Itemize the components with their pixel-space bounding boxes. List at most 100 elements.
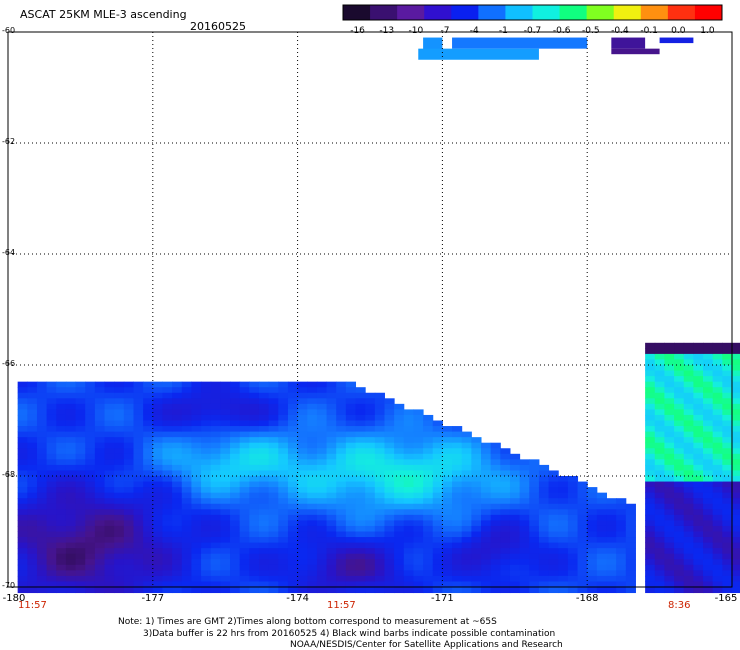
heatmap-cell [133,509,144,516]
heatmap-cell [490,442,501,449]
heatmap-cell [307,581,318,588]
heatmap-cell [519,542,530,549]
heatmap-cell [249,387,260,394]
heatmap-cell [548,559,559,566]
heatmap-cell [461,531,472,538]
heatmap-cell [114,503,125,510]
heatmap-cell [654,575,665,582]
heatmap-cell [230,381,241,388]
heatmap-cell [374,426,385,433]
heatmap-cell [46,587,57,594]
heatmap-cell [191,587,202,594]
heatmap-cell [94,476,106,483]
heatmap-cell [133,531,144,538]
heatmap-cell [625,564,636,571]
heatmap-cell [152,387,163,394]
heatmap-cell [162,431,173,438]
heatmap-cell [316,476,328,483]
heatmap-cell [616,537,627,544]
heatmap-cell [316,387,328,394]
heatmap-cell [712,581,723,588]
heatmap-cell [374,525,385,532]
heatmap-cell [210,442,221,449]
heatmap-cell [732,398,740,405]
heatmap-cell [94,387,106,394]
heatmap-cell [355,581,366,588]
heatmap-cell [65,498,77,505]
heatmap-cell [394,575,405,582]
heatmap-cell [490,575,501,582]
heatmap-cell [258,426,270,433]
heatmap-cell [210,492,221,499]
heatmap-cell [56,525,67,532]
heatmap-cell [181,487,192,494]
heatmap-cell [46,537,57,544]
heatmap-cell [220,553,231,560]
heatmap-cell [172,431,183,438]
heatmap-cell [490,487,501,494]
heatmap-cell [625,559,636,566]
heatmap-cell [722,575,733,582]
heatmap-cell [365,492,376,499]
heatmap-cell [162,548,173,555]
heatmap-cell [722,476,733,483]
heatmap-cell [490,564,501,571]
heatmap-cell [220,448,231,455]
heatmap-cell [181,559,192,566]
heatmap-cell [452,431,463,438]
heatmap-cell [481,476,492,483]
heatmap-cell [403,453,414,460]
heatmap-cell [481,542,492,549]
heatmap-cell [345,442,357,449]
heatmap-cell [345,542,357,549]
heatmap-cell [249,548,260,555]
heatmap-cell [403,409,414,416]
heatmap-cell [287,448,299,455]
heatmap-cell [365,509,376,516]
heatmap-cell [239,381,250,388]
heatmap-cell [703,392,714,399]
heatmap-cell [374,498,385,505]
heatmap-cell [268,509,279,516]
heatmap-cell [316,542,328,549]
heatmap-cell [538,514,550,521]
heatmap-cell [432,464,443,471]
heatmap-cell [297,431,308,438]
heatmap-cell [258,414,270,421]
heatmap-cell [703,409,714,416]
heatmap-cell [674,414,685,421]
heatmap-cell [355,481,366,488]
heatmap-cell [249,520,260,527]
heatmap-cell [683,520,694,527]
heatmap-cell [558,553,569,560]
heatmap-cell [703,503,714,510]
heatmap-cell [230,559,241,566]
heatmap-cell [384,448,395,455]
heatmap-cell [123,537,134,544]
heatmap-cell [693,342,704,349]
heatmap-cell [268,442,279,449]
heatmap-cell [461,481,472,488]
heatmap-cell [220,537,231,544]
heatmap-cell [143,548,154,555]
heatmap-cell [326,498,337,505]
heatmap-cell [326,509,337,516]
heatmap-cell [567,514,579,521]
chart-date: 20160525 [190,20,246,33]
heatmap-cell [172,392,183,399]
heatmap-cell [722,537,733,544]
heatmap-cell [316,531,328,538]
heatmap-cell [693,581,704,588]
heatmap-cell [664,426,675,433]
heatmap-cell [65,387,77,394]
heatmap-cell [17,587,28,594]
heatmap-cell [645,348,656,355]
heatmap-cell [181,409,192,416]
heatmap-cell [529,459,540,466]
heatmap-cell [123,559,134,566]
colorbar-segment [532,5,561,20]
heatmap-cell [220,381,231,388]
heatmap-cell [249,542,260,549]
heatmap-cell [722,403,733,410]
heatmap-cell [287,525,299,532]
